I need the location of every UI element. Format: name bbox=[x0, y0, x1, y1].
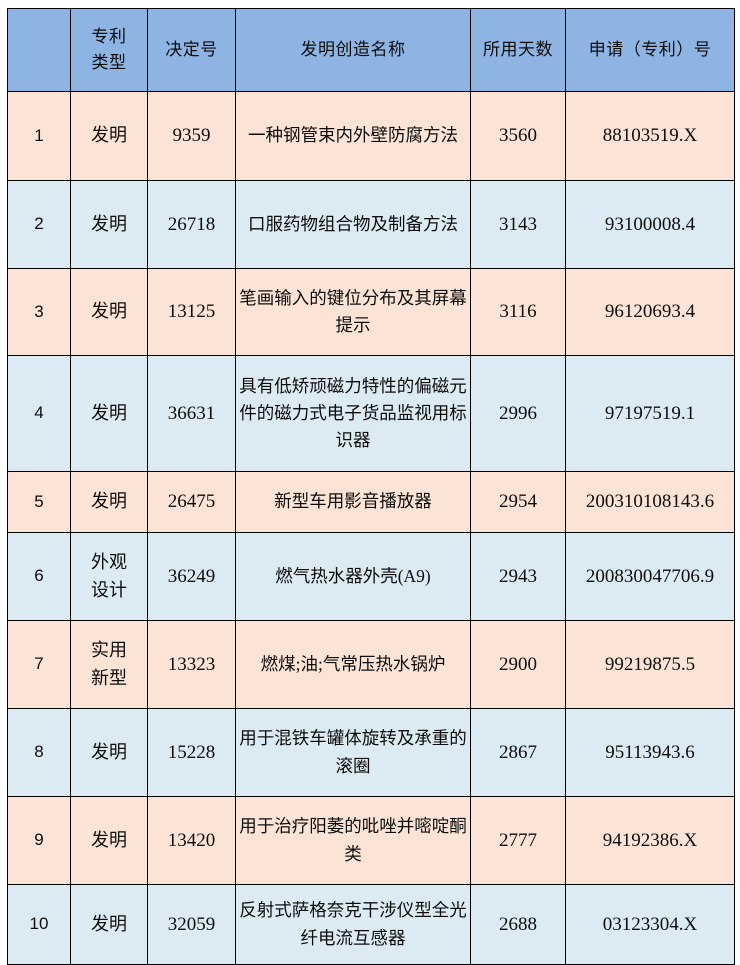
cell-patent-type: 发明 bbox=[70, 268, 148, 356]
table-row: 7 实用 新型 13323 燃煤;油;气常压热水锅炉 2900 99219875.5 bbox=[7, 620, 735, 709]
cell-days-used: 2688 bbox=[470, 884, 566, 965]
cell-patent-type: 发明 bbox=[70, 796, 148, 885]
cell-decision-number: 13125 bbox=[147, 268, 236, 356]
cell-invention-title: 反射式萨格奈克干涉仪型全光纤电流互感器 bbox=[235, 884, 471, 965]
cell-row-index: 10 bbox=[7, 884, 71, 965]
cell-decision-number: 36249 bbox=[147, 532, 236, 621]
cell-invention-title: 具有低矫顽磁力特性的偏磁元件的磁力式电子货品监视用标识器 bbox=[235, 355, 471, 472]
cell-application-number: 94192386.X bbox=[565, 796, 735, 885]
patent-table-container: 专利 类型 决定号 发明创造名称 所用天数 申请（专利）号 1 发明 9359 一种钢… bbox=[7, 8, 735, 965]
cell-invention-title: 用于治疗阳萎的吡唑并嘧啶酮类 bbox=[235, 796, 471, 885]
cell-days-used: 2777 bbox=[470, 796, 566, 885]
table-row: 5 发明 26475 新型车用影音播放器 2954 200310108143.6 bbox=[7, 471, 735, 533]
column-header-invention-title: 发明创造名称 bbox=[235, 8, 471, 92]
header-row: 专利 类型 决定号 发明创造名称 所用天数 申请（专利）号 bbox=[7, 8, 735, 92]
cell-row-index: 4 bbox=[7, 355, 71, 472]
table-row: 2 发明 26718 口服药物组合物及制备方法 3143 93100008.4 bbox=[7, 180, 735, 269]
cell-patent-type: 发明 bbox=[70, 91, 148, 181]
cell-application-number: 97197519.1 bbox=[565, 355, 735, 472]
column-header-patent-type: 专利 类型 bbox=[70, 8, 148, 92]
cell-decision-number: 13323 bbox=[147, 620, 236, 709]
column-header-index bbox=[7, 8, 71, 92]
cell-patent-type: 发明 bbox=[70, 708, 148, 797]
table-row: 8 发明 15228 用于混铁车罐体旋转及承重的滚圈 2867 95113943.6 bbox=[7, 708, 735, 797]
cell-row-index: 8 bbox=[7, 708, 71, 797]
cell-days-used: 2900 bbox=[470, 620, 566, 709]
cell-row-index: 9 bbox=[7, 796, 71, 885]
table-header: 专利 类型 决定号 发明创造名称 所用天数 申请（专利）号 bbox=[7, 8, 735, 92]
cell-row-index: 7 bbox=[7, 620, 71, 709]
table-row: 9 发明 13420 用于治疗阳萎的吡唑并嘧啶酮类 2777 94192386.X bbox=[7, 796, 735, 885]
cell-decision-number: 15228 bbox=[147, 708, 236, 797]
cell-days-used: 2954 bbox=[470, 471, 566, 533]
cell-row-index: 3 bbox=[7, 268, 71, 356]
cell-patent-type: 发明 bbox=[70, 884, 148, 965]
cell-patent-type: 发明 bbox=[70, 355, 148, 472]
patent-table: 专利 类型 决定号 发明创造名称 所用天数 申请（专利）号 1 发明 9359 一种钢… bbox=[7, 8, 735, 965]
cell-invention-title: 一种钢管束内外壁防腐方法 bbox=[235, 91, 471, 181]
cell-row-index: 2 bbox=[7, 180, 71, 269]
cell-days-used: 2867 bbox=[470, 708, 566, 797]
cell-decision-number: 36631 bbox=[147, 355, 236, 472]
cell-invention-title: 新型车用影音播放器 bbox=[235, 471, 471, 533]
cell-application-number: 200310108143.6 bbox=[565, 471, 735, 533]
cell-patent-type: 实用 新型 bbox=[70, 620, 148, 709]
cell-invention-title: 笔画输入的键位分布及其屏幕提示 bbox=[235, 268, 471, 356]
cell-invention-title: 燃气热水器外壳(A9) bbox=[235, 532, 471, 621]
cell-decision-number: 32059 bbox=[147, 884, 236, 965]
cell-invention-title: 用于混铁车罐体旋转及承重的滚圈 bbox=[235, 708, 471, 797]
cell-days-used: 3116 bbox=[470, 268, 566, 356]
column-header-patent-type-line2: 类型 bbox=[91, 53, 127, 72]
cell-row-index: 5 bbox=[7, 471, 71, 533]
cell-row-index: 6 bbox=[7, 532, 71, 621]
cell-application-number: 93100008.4 bbox=[565, 180, 735, 269]
column-header-application-number: 申请（专利）号 bbox=[565, 8, 735, 92]
cell-decision-number: 26718 bbox=[147, 180, 236, 269]
table-row: 3 发明 13125 笔画输入的键位分布及其屏幕提示 3116 96120693.4 bbox=[7, 268, 735, 356]
cell-patent-type: 发明 bbox=[70, 180, 148, 269]
cell-application-number: 03123304.X bbox=[565, 884, 735, 965]
cell-days-used: 3560 bbox=[470, 91, 566, 181]
column-header-days-used: 所用天数 bbox=[470, 8, 566, 92]
cell-decision-number: 9359 bbox=[147, 91, 236, 181]
cell-patent-type: 发明 bbox=[70, 471, 148, 533]
table-row: 6 外观 设计 36249 燃气热水器外壳(A9) 2943 200830047706.9 bbox=[7, 532, 735, 621]
table-body: 1 发明 9359 一种钢管束内外壁防腐方法 3560 88103519.X 2 发明 2671… bbox=[7, 91, 735, 965]
column-header-patent-type-line1: 专利 bbox=[91, 26, 127, 46]
cell-row-index: 1 bbox=[7, 91, 71, 181]
table-row: 10 发明 32059 反射式萨格奈克干涉仪型全光纤电流互感器 2688 03123304… bbox=[7, 884, 735, 965]
table-row: 1 发明 9359 一种钢管束内外壁防腐方法 3560 88103519.X bbox=[7, 91, 735, 181]
cell-application-number: 96120693.4 bbox=[565, 268, 735, 356]
cell-application-number: 95113943.6 bbox=[565, 708, 735, 797]
cell-invention-title: 口服药物组合物及制备方法 bbox=[235, 180, 471, 269]
cell-application-number: 88103519.X bbox=[565, 91, 735, 181]
cell-application-number: 99219875.5 bbox=[565, 620, 735, 709]
cell-decision-number: 13420 bbox=[147, 796, 236, 885]
cell-decision-number: 26475 bbox=[147, 471, 236, 533]
cell-invention-title: 燃煤;油;气常压热水锅炉 bbox=[235, 620, 471, 709]
cell-days-used: 2943 bbox=[470, 532, 566, 621]
cell-application-number: 200830047706.9 bbox=[565, 532, 735, 621]
cell-days-used: 2996 bbox=[470, 355, 566, 472]
cell-days-used: 3143 bbox=[470, 180, 566, 269]
cell-patent-type: 外观 设计 bbox=[70, 532, 148, 621]
table-row: 4 发明 36631 具有低矫顽磁力特性的偏磁元件的磁力式电子货品监视用标识器 2996… bbox=[7, 355, 735, 472]
column-header-decision-number: 决定号 bbox=[147, 8, 236, 92]
